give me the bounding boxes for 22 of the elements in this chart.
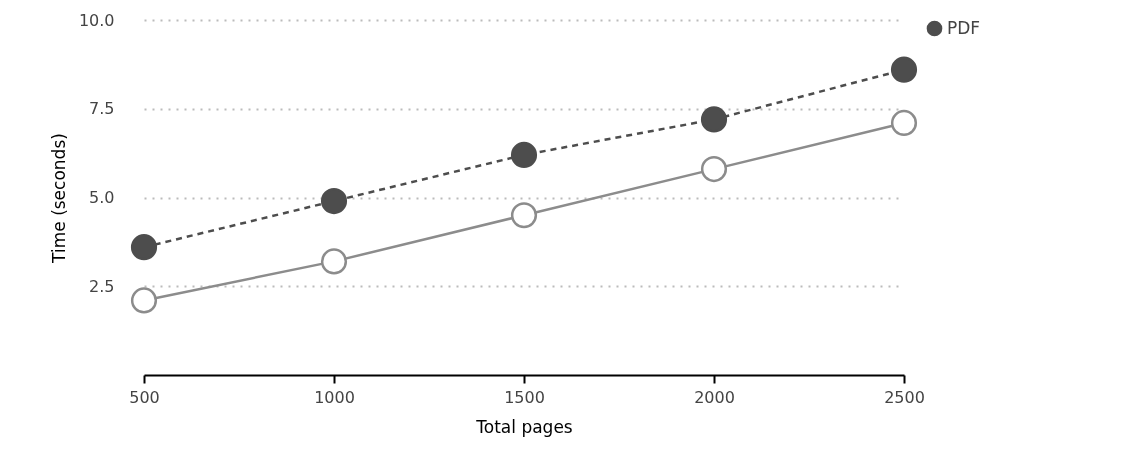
point xyxy=(700,156,728,183)
point xyxy=(510,141,538,168)
x-tick-label: 1000 xyxy=(314,387,355,407)
x-tick-label: 500 xyxy=(129,387,160,407)
x-axis-title: Total pages xyxy=(475,416,573,437)
point xyxy=(130,287,158,314)
point xyxy=(320,187,348,215)
legend-label: PDF xyxy=(947,17,981,38)
point xyxy=(510,202,538,229)
x-tick-label: 2000 xyxy=(694,387,735,407)
y-tick-label: 2.5 xyxy=(89,276,115,296)
point xyxy=(130,234,158,261)
point xyxy=(320,248,348,275)
point xyxy=(890,56,918,83)
y-tick-label: 7.5 xyxy=(89,99,115,119)
x-tick-label: 1500 xyxy=(504,387,545,407)
y-tick-label: 10.0 xyxy=(78,10,115,30)
y-tick-label: 5.0 xyxy=(89,188,115,207)
point xyxy=(700,106,728,133)
point xyxy=(890,109,918,137)
y-axis-title: Time (seconds) xyxy=(48,133,69,264)
x-tick-label: 2500 xyxy=(884,387,925,407)
